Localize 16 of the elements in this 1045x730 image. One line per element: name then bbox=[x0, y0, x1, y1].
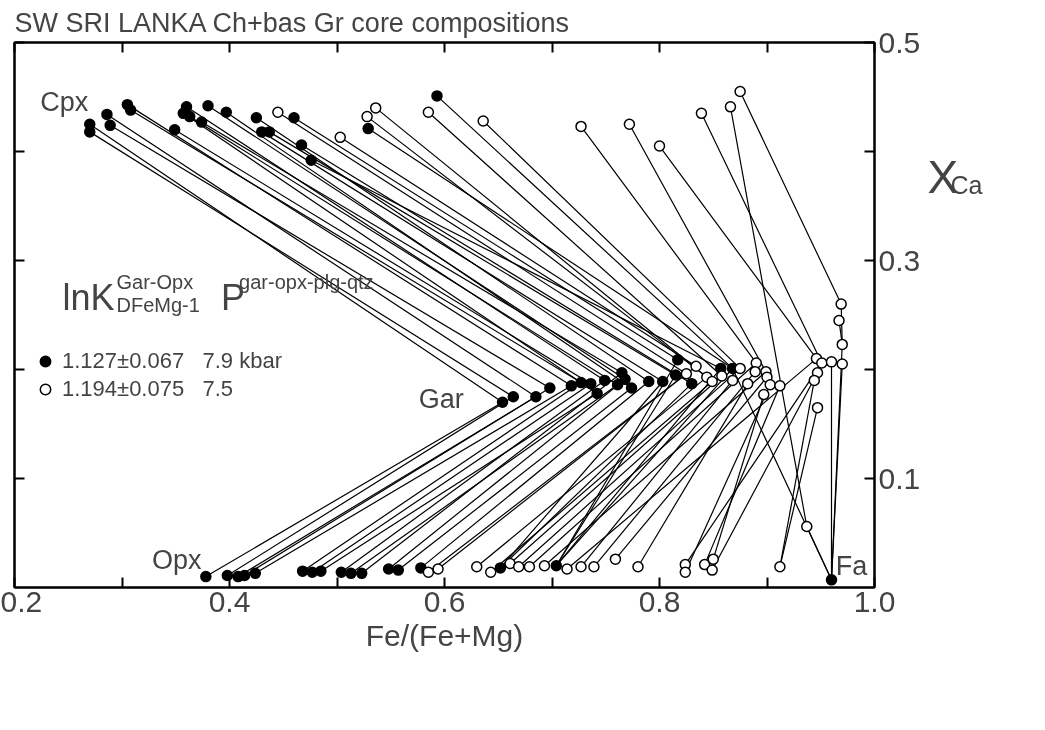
legend-label: 1.194±0.075 7.5 bbox=[62, 376, 234, 402]
y-tick-label: 0.1 bbox=[878, 461, 921, 495]
x-tick-label: 0.6 bbox=[423, 584, 466, 618]
x-tick-label: 1.0 bbox=[853, 584, 896, 618]
annotation: Fa bbox=[835, 550, 869, 581]
x-tick-label: 0.2 bbox=[0, 584, 43, 618]
annotation: Gar bbox=[418, 384, 464, 415]
annotation: Cpx bbox=[40, 87, 89, 118]
y-tick-label: 0.3 bbox=[878, 243, 921, 277]
x-tick-label: 0.4 bbox=[208, 584, 251, 618]
x-tick-label: 0.8 bbox=[638, 584, 681, 618]
x-axis-title: Fe/(Fe+Mg) bbox=[365, 618, 524, 652]
y-tick-label: 0.5 bbox=[878, 25, 921, 59]
annotation: Opx bbox=[152, 545, 203, 576]
legend-label: 1.127±0.067 7.9 kbar bbox=[62, 348, 283, 374]
chart-title: SW SRI LANKA Ch+bas Gr core compositions bbox=[14, 7, 569, 38]
